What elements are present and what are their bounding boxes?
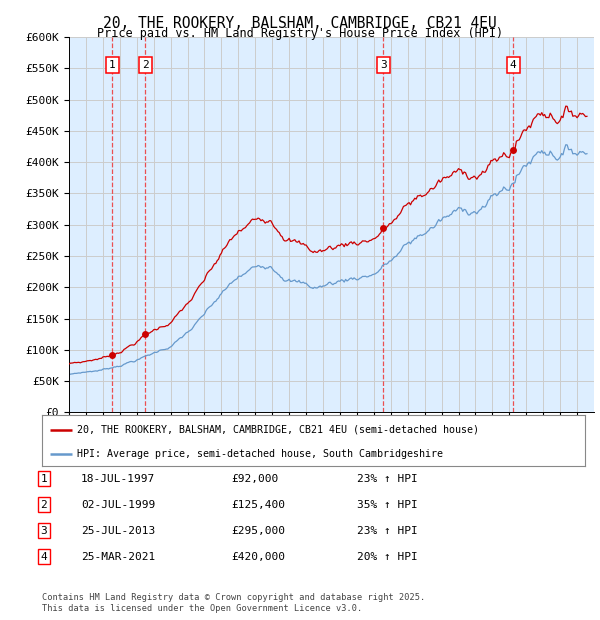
- Text: Price paid vs. HM Land Registry's House Price Index (HPI): Price paid vs. HM Land Registry's House …: [97, 27, 503, 40]
- Text: HPI: Average price, semi-detached house, South Cambridgeshire: HPI: Average price, semi-detached house,…: [77, 448, 443, 459]
- Text: 4: 4: [510, 60, 517, 70]
- Text: 20, THE ROOKERY, BALSHAM, CAMBRIDGE, CB21 4EU (semi-detached house): 20, THE ROOKERY, BALSHAM, CAMBRIDGE, CB2…: [77, 425, 479, 435]
- Text: 3: 3: [380, 60, 386, 70]
- Text: £125,400: £125,400: [231, 500, 285, 510]
- Text: 25-MAR-2021: 25-MAR-2021: [81, 552, 155, 562]
- Text: 1: 1: [40, 474, 47, 484]
- Text: £92,000: £92,000: [231, 474, 278, 484]
- Text: Contains HM Land Registry data © Crown copyright and database right 2025.
This d: Contains HM Land Registry data © Crown c…: [42, 593, 425, 613]
- Text: 35% ↑ HPI: 35% ↑ HPI: [357, 500, 418, 510]
- Text: 2: 2: [142, 60, 149, 70]
- Text: 18-JUL-1997: 18-JUL-1997: [81, 474, 155, 484]
- Text: 4: 4: [40, 552, 47, 562]
- Text: 1: 1: [109, 60, 115, 70]
- Text: £295,000: £295,000: [231, 526, 285, 536]
- Text: £420,000: £420,000: [231, 552, 285, 562]
- Text: 20, THE ROOKERY, BALSHAM, CAMBRIDGE, CB21 4EU: 20, THE ROOKERY, BALSHAM, CAMBRIDGE, CB2…: [103, 16, 497, 31]
- Text: 3: 3: [40, 526, 47, 536]
- Text: 20% ↑ HPI: 20% ↑ HPI: [357, 552, 418, 562]
- Text: 23% ↑ HPI: 23% ↑ HPI: [357, 526, 418, 536]
- Text: 25-JUL-2013: 25-JUL-2013: [81, 526, 155, 536]
- Text: 23% ↑ HPI: 23% ↑ HPI: [357, 474, 418, 484]
- Text: 02-JUL-1999: 02-JUL-1999: [81, 500, 155, 510]
- Text: 2: 2: [40, 500, 47, 510]
